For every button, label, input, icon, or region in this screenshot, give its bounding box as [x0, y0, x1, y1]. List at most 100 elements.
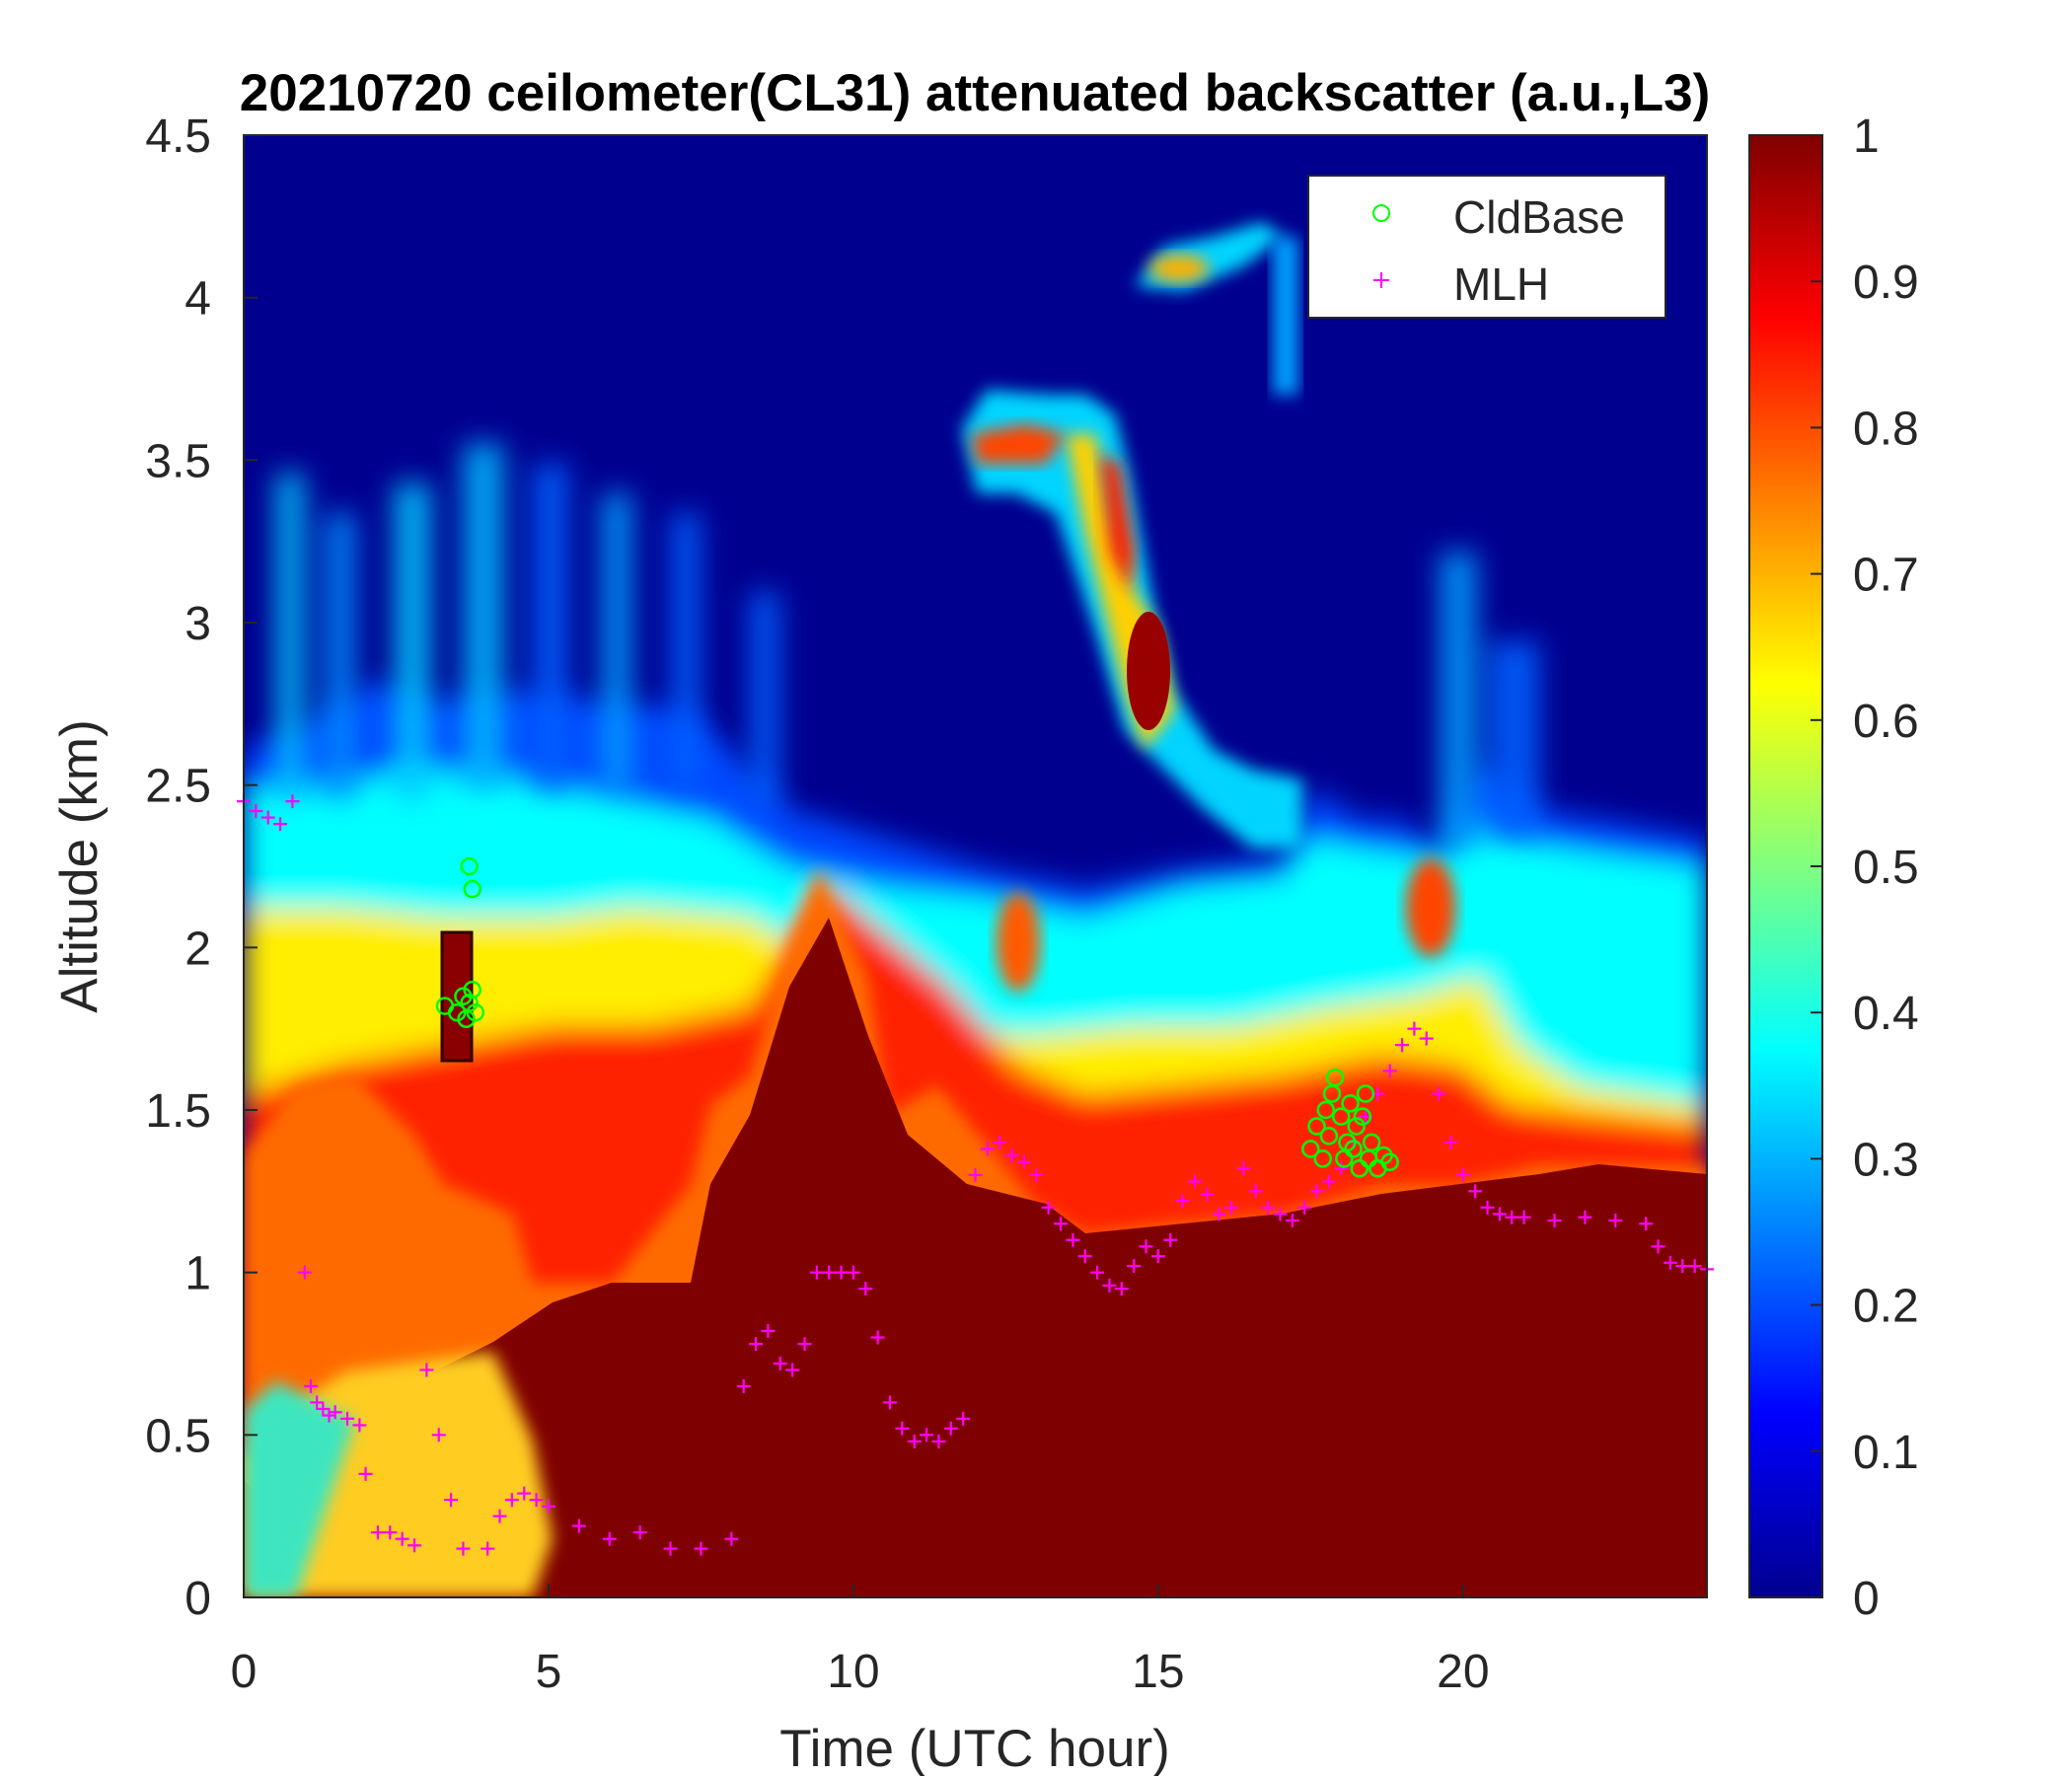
mlh-point — [1029, 1167, 1044, 1182]
mlh-point — [663, 1541, 678, 1556]
legend-cldbase-marker-icon — [1372, 204, 1390, 222]
legend-box — [1307, 175, 1666, 319]
mlh-point — [809, 1265, 824, 1280]
colorbar-tick-label: 0 — [1853, 1573, 1880, 1625]
mlh-point — [882, 1395, 897, 1410]
cldbase-point — [1353, 1107, 1372, 1126]
mlh-point — [285, 794, 300, 809]
cldbase-point — [1362, 1133, 1381, 1152]
heatmap-image — [244, 135, 1707, 1597]
plot-area-frame — [243, 134, 1708, 1598]
mlh-point — [444, 1493, 459, 1508]
mlh-point — [797, 1337, 812, 1352]
mlh-point — [571, 1518, 586, 1533]
mlh-point — [920, 1428, 934, 1443]
mlh-point — [1066, 1232, 1080, 1247]
cldbase-point — [1347, 1117, 1366, 1136]
colorbar-tick-label: 0.6 — [1853, 696, 1919, 748]
mlh-point — [541, 1499, 555, 1514]
mlh-point — [1419, 1031, 1434, 1046]
cldbase-point — [460, 994, 479, 1012]
mlh-point — [1321, 1174, 1336, 1189]
colorbar-axis: 0 0.1 0.2 0.3 0.4 0.5 0.6 0.7 0.8 0.9 1 — [1811, 111, 1919, 1625]
cldbase-point — [1350, 1159, 1369, 1178]
colorbar-tick-label: 0.9 — [1853, 257, 1919, 309]
y-tick-label: 3 — [185, 598, 211, 650]
mlh-point — [297, 1265, 312, 1280]
mlh-point — [1675, 1259, 1690, 1274]
mlh-point — [1285, 1213, 1299, 1227]
cldbase-point — [1316, 1100, 1336, 1120]
mlh-point — [358, 1466, 373, 1481]
mlh-point — [1309, 1184, 1324, 1199]
mlh-point — [260, 810, 275, 825]
mlh-point — [749, 1337, 764, 1352]
colorbar-tick-label: 0.3 — [1853, 1134, 1919, 1186]
mlh-point — [1578, 1210, 1592, 1224]
y-tick-label: 3.5 — [145, 435, 211, 487]
mlh-point — [431, 1428, 446, 1443]
y-tick-label: 2 — [185, 923, 211, 975]
mlh-point — [1041, 1200, 1056, 1215]
mlh-point — [1432, 1086, 1446, 1101]
mlh-point — [1004, 1148, 1019, 1163]
mlh-point — [694, 1541, 708, 1556]
mlh-point — [352, 1418, 367, 1433]
mlh-point — [1517, 1210, 1531, 1224]
mlh-point — [1212, 1207, 1226, 1221]
mlh-point — [1687, 1259, 1702, 1274]
mlh-point — [1187, 1174, 1202, 1189]
y-tick-label: 4 — [185, 273, 211, 326]
cldbase-point — [1332, 1107, 1351, 1126]
legend-mlh-marker-icon — [1373, 272, 1389, 288]
cldbase-point — [1380, 1152, 1399, 1171]
mlh-point — [1297, 1200, 1312, 1215]
mlh-point — [1492, 1207, 1507, 1221]
cldbase-point — [1325, 1068, 1345, 1087]
legend: CldBase MLH — [1307, 175, 1666, 319]
mlh-point — [773, 1356, 787, 1370]
mlh-point — [328, 1405, 342, 1420]
cldbase-point — [1301, 1140, 1320, 1158]
mlh-point — [1334, 1161, 1349, 1176]
colorbar-tick-label: 0.2 — [1853, 1281, 1919, 1333]
x-tick-label: 20 — [1437, 1646, 1489, 1698]
mlh-point — [1505, 1210, 1519, 1224]
cldbase-point — [448, 1002, 467, 1022]
cldbase-point — [1341, 1094, 1360, 1113]
mlh-point — [492, 1509, 507, 1523]
mlh-point — [1547, 1213, 1562, 1227]
mlh-point — [1455, 1167, 1470, 1182]
colorbar-tick-label: 0.7 — [1853, 550, 1919, 602]
y-tick-label: 0.5 — [145, 1410, 211, 1462]
mlh-point — [456, 1541, 471, 1556]
mlh-point — [1639, 1217, 1654, 1231]
mlh-point — [1077, 1249, 1092, 1264]
mlh-point — [907, 1434, 922, 1448]
mlh-point — [785, 1363, 800, 1377]
x-tick-label: 0 — [231, 1646, 258, 1698]
mlh-point — [1090, 1265, 1105, 1280]
mlh-series — [237, 794, 1714, 1556]
colorbar-tick-label: 0.4 — [1853, 988, 1919, 1040]
mlh-point — [1102, 1278, 1117, 1293]
mlh-point — [1480, 1200, 1495, 1215]
mlh-point — [931, 1434, 946, 1448]
mlh-point — [1163, 1232, 1178, 1247]
mlh-point — [1054, 1217, 1069, 1231]
mlh-point — [1395, 1038, 1410, 1053]
x-tick-label: 10 — [827, 1646, 879, 1698]
colorbar — [1748, 134, 1823, 1598]
colorbar-tick-label: 0.8 — [1853, 403, 1919, 455]
mlh-point — [1139, 1239, 1153, 1254]
mlh-point — [1236, 1161, 1251, 1176]
cldbase-point — [1319, 1127, 1339, 1146]
mlh-point — [736, 1378, 751, 1393]
mlh-point — [602, 1531, 617, 1546]
mlh-point — [1150, 1249, 1165, 1264]
mlh-point — [310, 1395, 325, 1410]
mlh-point — [724, 1531, 739, 1546]
mlh-point — [993, 1135, 1007, 1149]
mlh-point — [1382, 1064, 1397, 1078]
x-tick-label: 15 — [1132, 1646, 1184, 1698]
